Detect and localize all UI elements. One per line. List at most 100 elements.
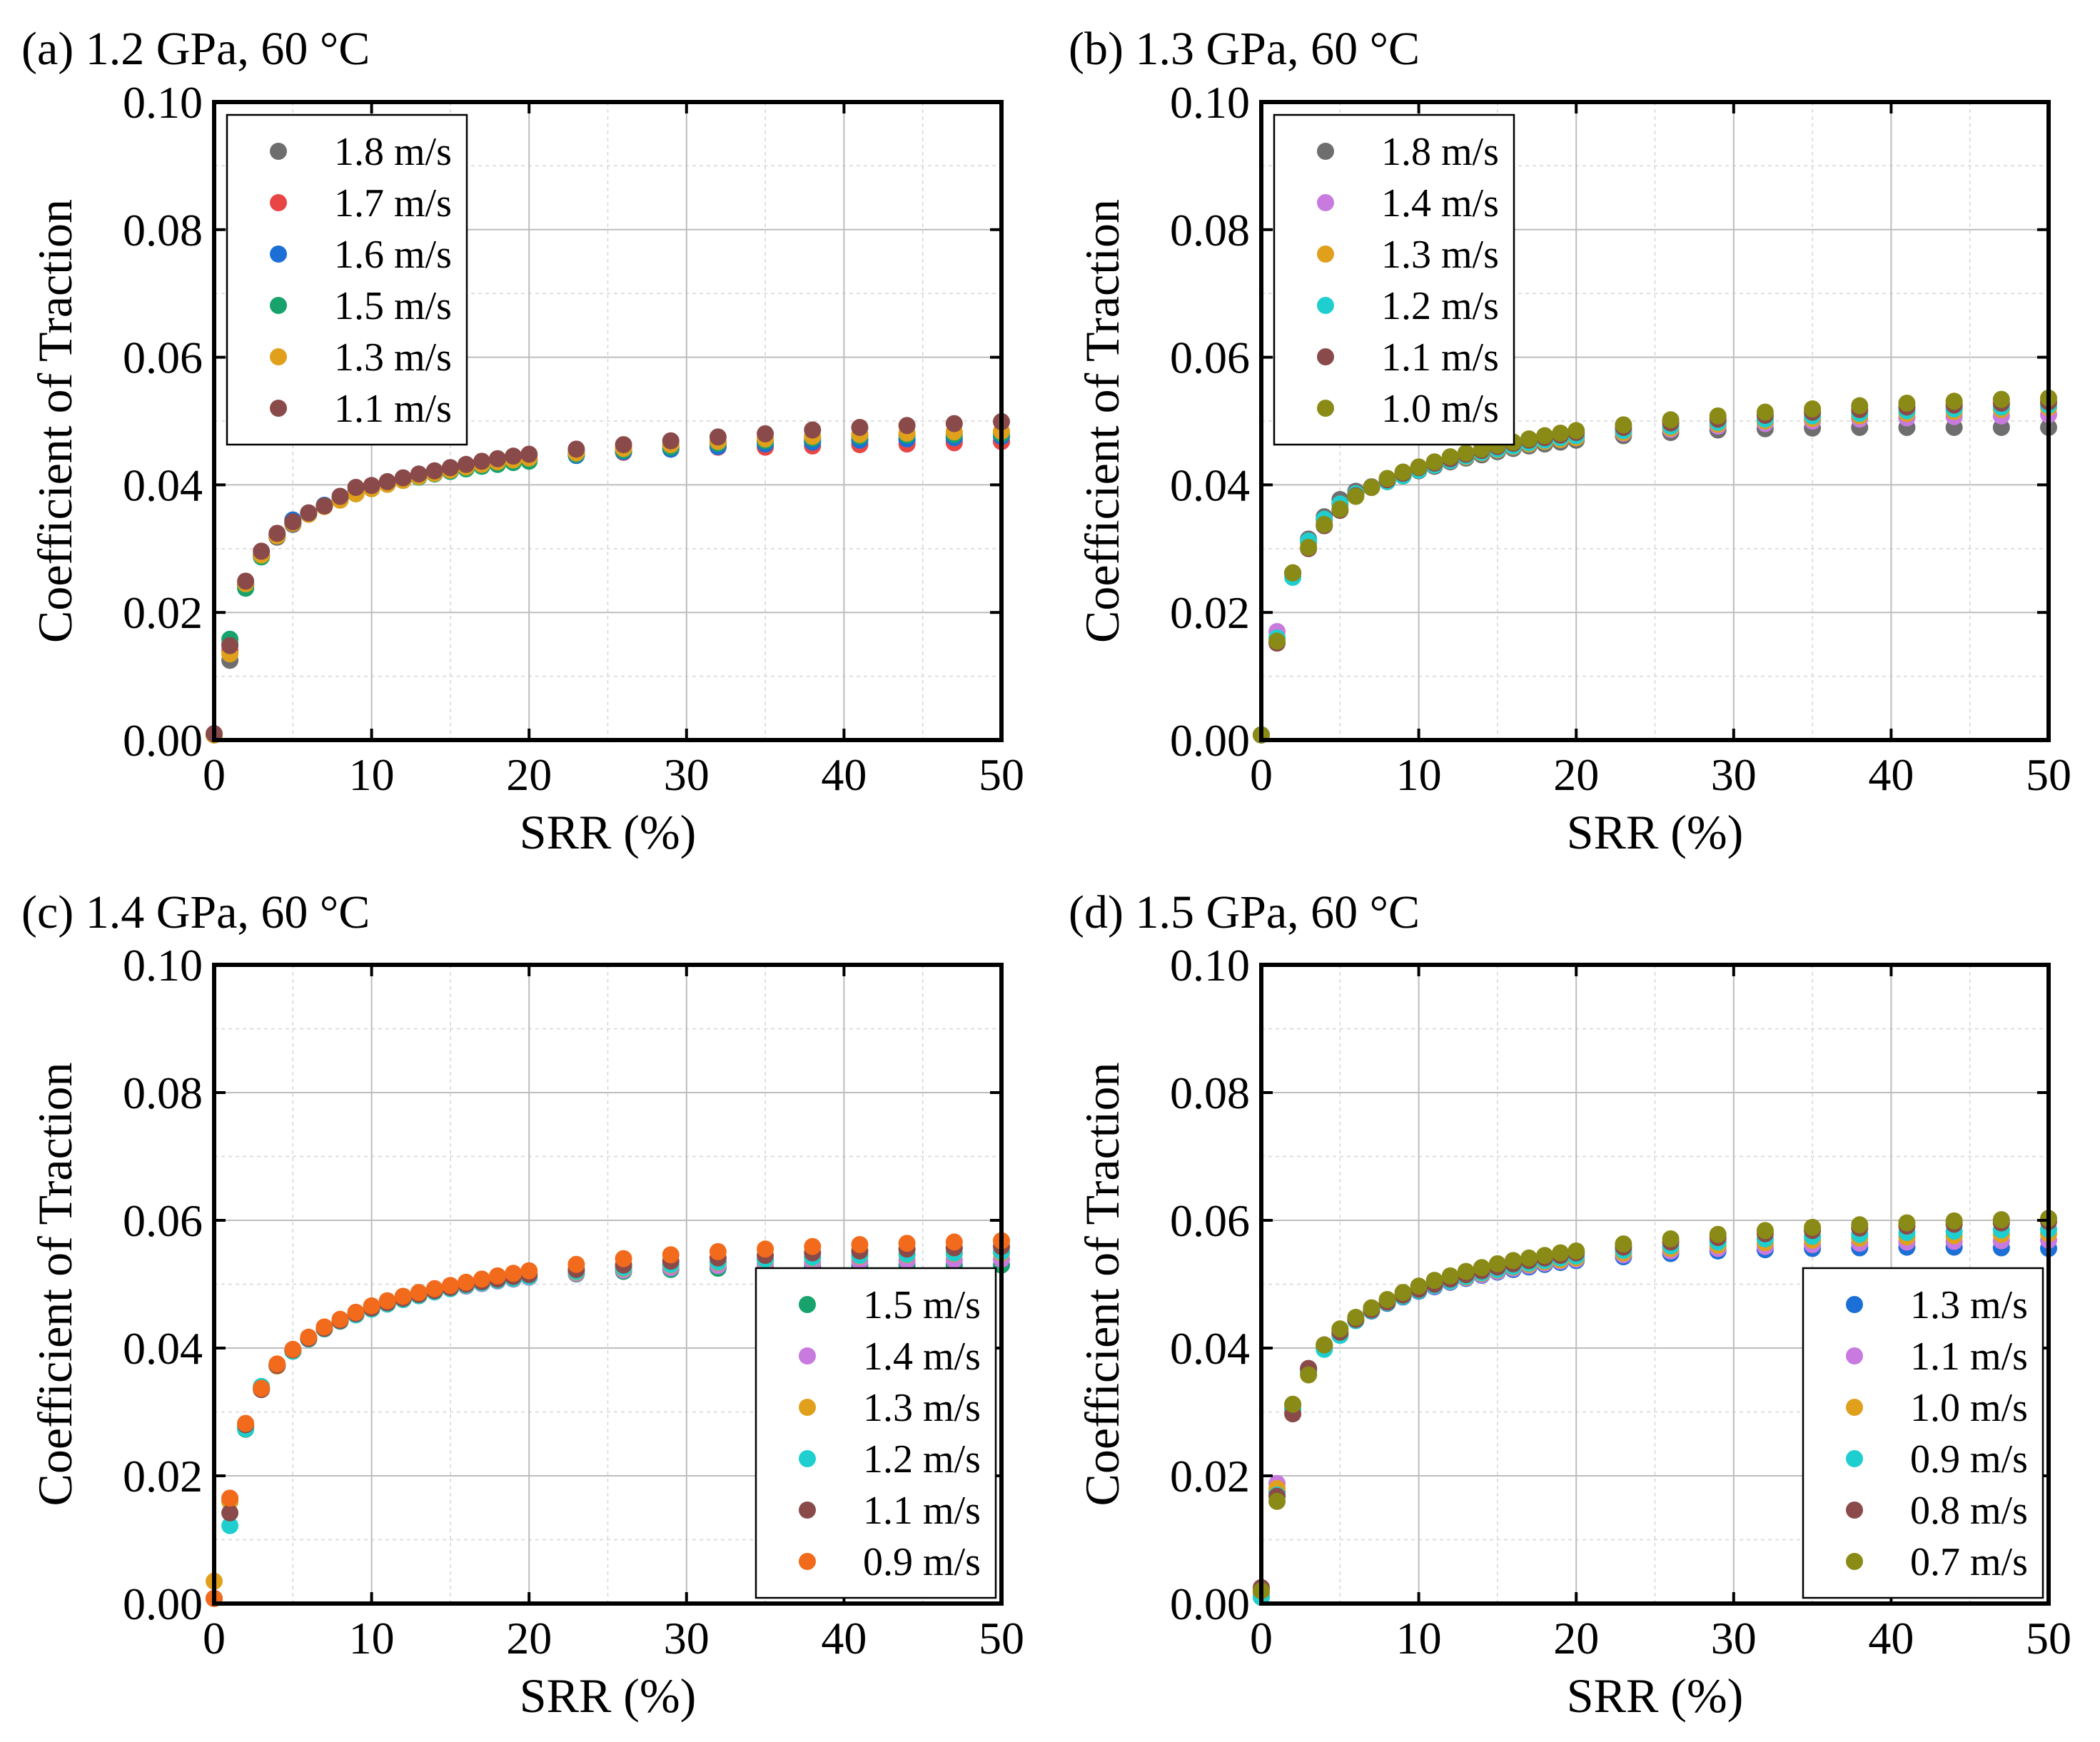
legend-marker	[799, 1296, 816, 1313]
data-point	[1709, 1225, 1727, 1243]
y-tick-label: 0.02	[1170, 587, 1250, 638]
data-point	[520, 1262, 538, 1280]
y-tick-label: 0.10	[123, 77, 203, 128]
x-tick-label: 40	[1868, 749, 1914, 800]
data-point	[1473, 1259, 1490, 1277]
data-point	[1347, 487, 1365, 505]
legend-label: 1.7 m/s	[334, 181, 452, 226]
panel-title: (d) 1.5 GPa, 60 °C	[1069, 886, 1420, 938]
legend: 1.8 m/s 1.4 m/s 1.3 m/s 1.2 m/s 1.1 m/s 1.0 m…	[1273, 113, 1515, 446]
data-point	[1945, 393, 1963, 410]
data-point	[221, 1504, 239, 1521]
panel-1: (a) 1.2 GPa, 60 °C 0 10 20 30 40 50 0.00 0.02 0.0…	[21, 23, 1024, 859]
legend-label: 1.1 m/s	[1381, 335, 1499, 380]
data-point	[1441, 1267, 1459, 1285]
data-point	[1300, 539, 1318, 557]
data-point	[268, 1355, 286, 1373]
y-tick-label: 0.00	[1170, 715, 1250, 766]
y-tick-label: 0.02	[123, 1451, 203, 1502]
data-point	[804, 1237, 822, 1255]
panel-title: (b) 1.3 GPa, 60 °C	[1069, 23, 1420, 75]
data-point	[1504, 1252, 1522, 1270]
legend-marker	[1317, 194, 1334, 211]
data-point	[331, 1310, 349, 1328]
legend-label: 1.5 m/s	[863, 1283, 981, 1327]
panel-2: (b) 1.3 GPa, 60 °C 0 10 20 30 40 50 0.00 0.02 0.0…	[1069, 23, 2071, 859]
x-tick-label: 30	[1711, 749, 1757, 800]
series-1-1-m-s	[206, 412, 1010, 743]
legend-label: 1.5 m/s	[334, 284, 452, 328]
markers	[1253, 1210, 2057, 1606]
x-tick-label: 20	[506, 749, 552, 800]
legend-marker	[799, 1553, 816, 1570]
legend-marker	[1846, 1450, 1863, 1467]
legend-marker	[270, 297, 287, 314]
x-tick-label: 50	[979, 749, 1024, 800]
legend-label: 1.3 m/s	[1381, 233, 1499, 277]
legend-label: 1.3 m/s	[863, 1386, 981, 1430]
panel-4: (d) 1.5 GPa, 60 °C 0 10 20 30 40 50 0.00 0.02 0.0…	[1069, 886, 2071, 1723]
y-tick-label: 0.10	[1170, 940, 1250, 991]
panel-3: (c) 1.4 GPa, 60 °C 0 10 20 30 40 50 0.00 0.02 0.0…	[21, 886, 1024, 1723]
legend-marker	[799, 1347, 816, 1364]
data-point	[1992, 1211, 2010, 1229]
data-point	[1488, 1255, 1506, 1272]
data-point	[489, 450, 507, 467]
x-tick-label: 10	[1396, 1613, 1442, 1663]
data-point	[1615, 416, 1632, 434]
data-point	[1898, 394, 1916, 412]
data-point	[1568, 1242, 1585, 1260]
legend: 1.3 m/s 1.1 m/s 1.0 m/s 0.9 m/s 0.8 m/s 0.7 m…	[1802, 1267, 2044, 1599]
data-point	[1363, 478, 1380, 496]
data-point	[315, 1318, 333, 1336]
data-point	[804, 421, 822, 439]
legend-label: 1.6 m/s	[334, 233, 452, 277]
data-point	[1520, 430, 1538, 448]
data-point	[457, 455, 475, 473]
y-tick-label: 0.00	[1170, 1579, 1250, 1629]
legend-label: 1.4 m/s	[1381, 181, 1499, 226]
x-tick-label: 0	[1250, 749, 1273, 800]
legend-marker	[270, 400, 287, 417]
data-point	[1378, 1290, 1396, 1308]
legend-marker	[270, 194, 287, 211]
data-point	[441, 459, 459, 477]
x-tick-label: 30	[1711, 1613, 1757, 1663]
y-tick-label: 0.04	[123, 1323, 203, 1374]
data-point	[1331, 500, 1349, 518]
data-point	[1300, 1366, 1318, 1384]
legend-marker	[1846, 1553, 1863, 1570]
legend-marker	[799, 1450, 816, 1467]
data-point	[473, 452, 491, 470]
data-point	[1992, 390, 2010, 408]
data-point	[1756, 1222, 1774, 1240]
data-point	[1316, 515, 1333, 533]
x-tick-label: 40	[1868, 1613, 1914, 1663]
legend: 1.5 m/s 1.4 m/s 1.3 m/s 1.2 m/s 1.1 m/s 0.9 m…	[754, 1267, 997, 1599]
legend-marker	[1317, 348, 1334, 365]
y-tick-label: 0.08	[1170, 205, 1250, 255]
y-tick-label: 0.04	[1170, 1323, 1250, 1374]
data-point	[1851, 1216, 1869, 1234]
legend-box	[754, 1267, 997, 1599]
y-tick-label: 0.08	[1170, 1068, 1250, 1118]
data-point	[1268, 632, 1286, 650]
x-tick-label: 20	[1553, 749, 1599, 800]
x-tick-label: 0	[203, 749, 226, 800]
legend-label: 1.1 m/s	[334, 387, 452, 431]
legend-label: 1.8 m/s	[1381, 130, 1499, 174]
data-point	[1441, 448, 1459, 466]
y-tick-label: 0.02	[1170, 1451, 1250, 1502]
data-point	[441, 1277, 459, 1295]
data-point	[1851, 397, 1869, 415]
data-point	[1552, 1244, 1570, 1262]
data-point	[1709, 407, 1727, 425]
data-point	[284, 513, 302, 531]
x-tick-label: 50	[979, 1613, 1024, 1663]
legend-label: 1.3 m/s	[1910, 1283, 2028, 1327]
data-point	[1552, 424, 1570, 442]
legend-label: 1.4 m/s	[863, 1335, 981, 1379]
data-point	[1945, 1212, 1963, 1230]
data-point	[898, 1235, 916, 1252]
